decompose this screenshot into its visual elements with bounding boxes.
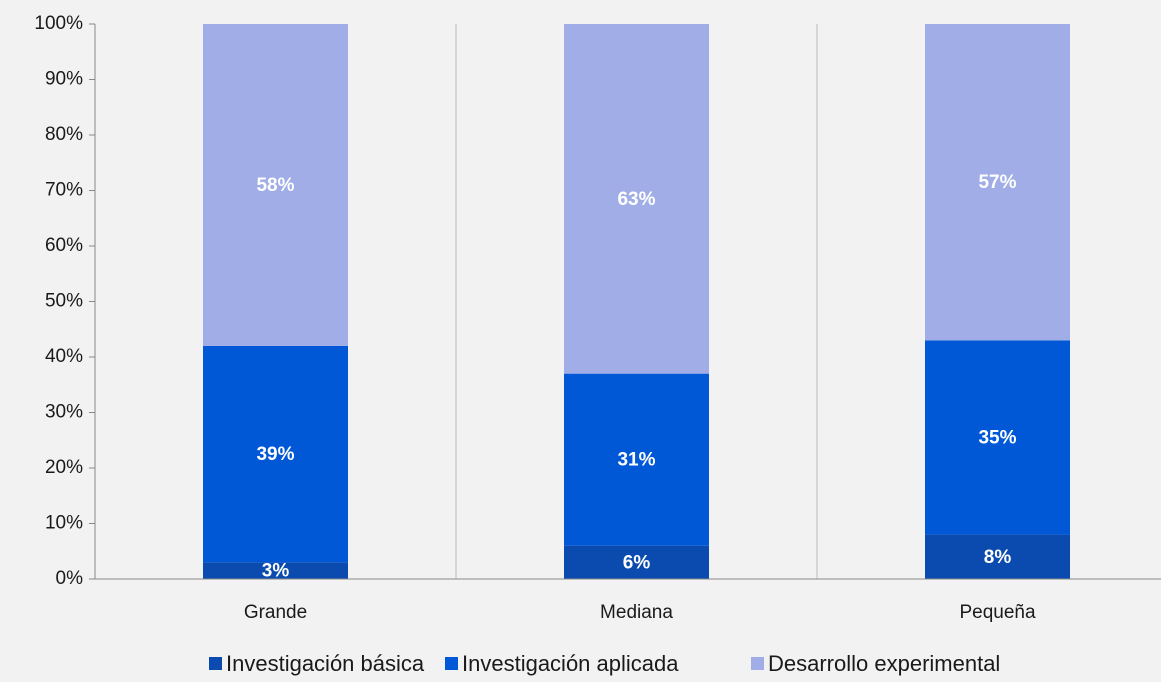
bar-segment xyxy=(203,345,348,563)
y-tick-label: 30% xyxy=(45,402,83,423)
bar-segment xyxy=(203,24,348,346)
bar-segment xyxy=(925,24,1070,341)
value-label: 58% xyxy=(256,175,294,196)
value-label: 8% xyxy=(984,547,1012,568)
y-tick-label: 80% xyxy=(45,124,83,145)
legend-label: Desarrollo experimental xyxy=(768,651,1000,676)
y-tick-label: 100% xyxy=(34,13,83,34)
bar-segment xyxy=(564,24,709,374)
y-tick-label: 0% xyxy=(56,568,84,589)
bar-segment xyxy=(564,373,709,546)
bar-segment xyxy=(925,340,1070,535)
value-label: 57% xyxy=(978,172,1016,193)
y-tick-label: 10% xyxy=(45,513,83,534)
value-label: 39% xyxy=(256,444,294,465)
value-label: 35% xyxy=(978,427,1016,448)
x-tick-label: Grande xyxy=(244,602,307,623)
value-label: 63% xyxy=(617,189,655,210)
legend-label: Investigación aplicada xyxy=(462,651,679,676)
legend-swatch xyxy=(445,657,458,670)
y-tick-label: 20% xyxy=(45,457,83,478)
value-label: 6% xyxy=(623,552,651,573)
bar-segment xyxy=(564,545,709,579)
value-label: 3% xyxy=(262,561,290,582)
y-tick-label: 60% xyxy=(45,235,83,256)
y-tick-label: 70% xyxy=(45,180,83,201)
y-tick-label: 90% xyxy=(45,69,83,90)
y-tick-label: 40% xyxy=(45,346,83,367)
y-tick-label: 50% xyxy=(45,291,83,312)
legend-swatch xyxy=(751,657,764,670)
legend-swatch xyxy=(209,657,222,670)
value-label: 31% xyxy=(617,450,655,471)
x-tick-label: Mediana xyxy=(600,602,673,623)
bar-segment xyxy=(203,562,348,579)
legend-label: Investigación básica xyxy=(226,651,425,676)
x-tick-label: Pequeña xyxy=(959,602,1036,623)
bar-segment xyxy=(925,534,1070,579)
